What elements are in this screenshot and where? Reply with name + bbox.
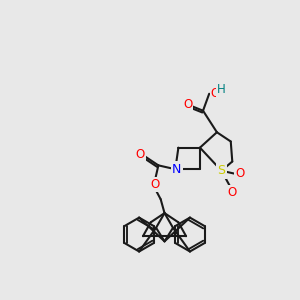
Text: S: S: [218, 164, 226, 177]
Text: O: O: [228, 186, 237, 199]
Text: H: H: [217, 82, 226, 96]
Text: O: O: [183, 98, 192, 111]
Text: O: O: [211, 87, 220, 100]
Text: O: O: [135, 148, 145, 161]
Text: O: O: [150, 178, 159, 191]
Text: N: N: [172, 163, 182, 176]
Text: O: O: [236, 167, 244, 180]
